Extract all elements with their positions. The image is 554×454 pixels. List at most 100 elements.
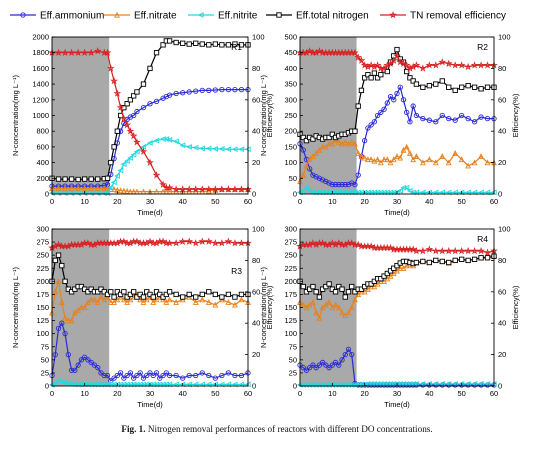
data-point xyxy=(191,239,200,247)
y2-tick-label: 60 xyxy=(498,95,506,104)
data-point xyxy=(88,359,94,366)
data-point xyxy=(378,109,384,116)
y2-tick-label: 60 xyxy=(252,287,260,296)
data-point xyxy=(120,161,127,168)
data-point xyxy=(72,367,78,373)
series-line xyxy=(51,380,248,386)
y2-tick-label: 80 xyxy=(498,256,506,265)
series-line xyxy=(51,321,249,382)
data-point xyxy=(336,362,342,368)
data-point xyxy=(68,185,75,192)
data-point xyxy=(232,372,238,379)
data-point xyxy=(464,246,472,255)
data-point xyxy=(124,101,130,107)
shaded-region xyxy=(52,37,110,194)
data-point xyxy=(332,359,339,366)
panel-r1: 0 10 20 30 40 50 60Time(d)02004006008001000120… xyxy=(11,33,274,218)
data-point xyxy=(419,189,426,196)
data-point xyxy=(406,187,413,194)
data-point xyxy=(68,367,75,373)
data-point xyxy=(419,380,426,387)
data-point xyxy=(172,239,180,247)
data-point xyxy=(166,296,173,303)
y2-tick-label: 20 xyxy=(498,158,506,167)
data-point xyxy=(62,314,68,321)
y2-tick-label: 100 xyxy=(252,33,265,42)
data-point xyxy=(146,237,154,245)
data-point xyxy=(204,185,213,193)
data-point xyxy=(238,86,245,93)
data-point xyxy=(199,291,205,298)
data-point xyxy=(114,128,120,134)
data-point xyxy=(384,68,390,75)
data-point xyxy=(384,100,390,106)
y-axis-label: N-concentration(mg L⁻¹) xyxy=(259,74,268,156)
data-point xyxy=(156,381,163,388)
data-point xyxy=(55,176,62,182)
data-point xyxy=(315,47,324,55)
data-point xyxy=(339,286,345,292)
y-tick-label: 200 xyxy=(36,277,49,286)
data-point xyxy=(238,146,245,153)
data-point xyxy=(335,189,342,196)
data-point xyxy=(219,372,225,379)
data-point xyxy=(124,188,131,194)
data-point xyxy=(433,81,439,87)
data-point xyxy=(329,362,335,368)
data-point xyxy=(91,381,98,388)
data-point xyxy=(157,375,163,381)
data-point xyxy=(446,259,452,266)
data-point xyxy=(345,189,352,196)
data-point xyxy=(225,370,232,376)
data-point xyxy=(303,137,310,144)
series-eff-ammonium xyxy=(297,84,497,188)
data-point xyxy=(78,381,85,388)
data-point xyxy=(104,372,111,379)
data-point xyxy=(147,65,153,72)
y-tick-label: 100 xyxy=(36,329,49,338)
data-point xyxy=(68,317,75,324)
x-tick-label: 50 xyxy=(457,389,465,398)
data-point xyxy=(106,64,115,72)
data-point xyxy=(410,156,417,163)
data-point xyxy=(374,156,381,163)
data-point xyxy=(231,146,238,153)
data-point xyxy=(101,372,107,379)
data-point xyxy=(384,380,390,387)
data-point xyxy=(431,61,440,69)
data-point xyxy=(446,115,452,122)
data-point xyxy=(367,189,374,196)
data-point xyxy=(464,189,471,196)
x-tick-label: 0 xyxy=(298,197,302,206)
data-point xyxy=(160,42,166,48)
data-point xyxy=(354,189,361,196)
data-point xyxy=(232,301,238,308)
y-tick-label: 50 xyxy=(289,174,297,183)
data-point xyxy=(108,289,114,295)
data-point xyxy=(74,48,82,56)
data-point xyxy=(238,372,245,379)
data-point xyxy=(439,153,446,159)
data-point xyxy=(199,296,206,303)
y-tick-label: 150 xyxy=(284,303,297,312)
data-point xyxy=(352,181,358,188)
data-point xyxy=(477,61,485,69)
data-point xyxy=(413,81,420,87)
data-point xyxy=(218,185,226,193)
legend-marker xyxy=(276,12,282,18)
data-point xyxy=(143,381,150,388)
x-tick-label: 20 xyxy=(360,197,368,206)
data-point xyxy=(410,78,416,84)
data-point xyxy=(173,291,179,298)
legend-marker xyxy=(114,11,120,18)
data-point xyxy=(373,61,382,69)
data-point xyxy=(180,40,186,46)
y2-tick-label: 40 xyxy=(252,319,260,328)
x-tick-label: 30 xyxy=(393,197,401,206)
data-point xyxy=(124,372,130,379)
data-point xyxy=(316,362,323,368)
data-point xyxy=(127,154,134,161)
data-point xyxy=(387,380,394,387)
y-tick-label: 1200 xyxy=(32,95,49,104)
data-point xyxy=(477,246,485,255)
